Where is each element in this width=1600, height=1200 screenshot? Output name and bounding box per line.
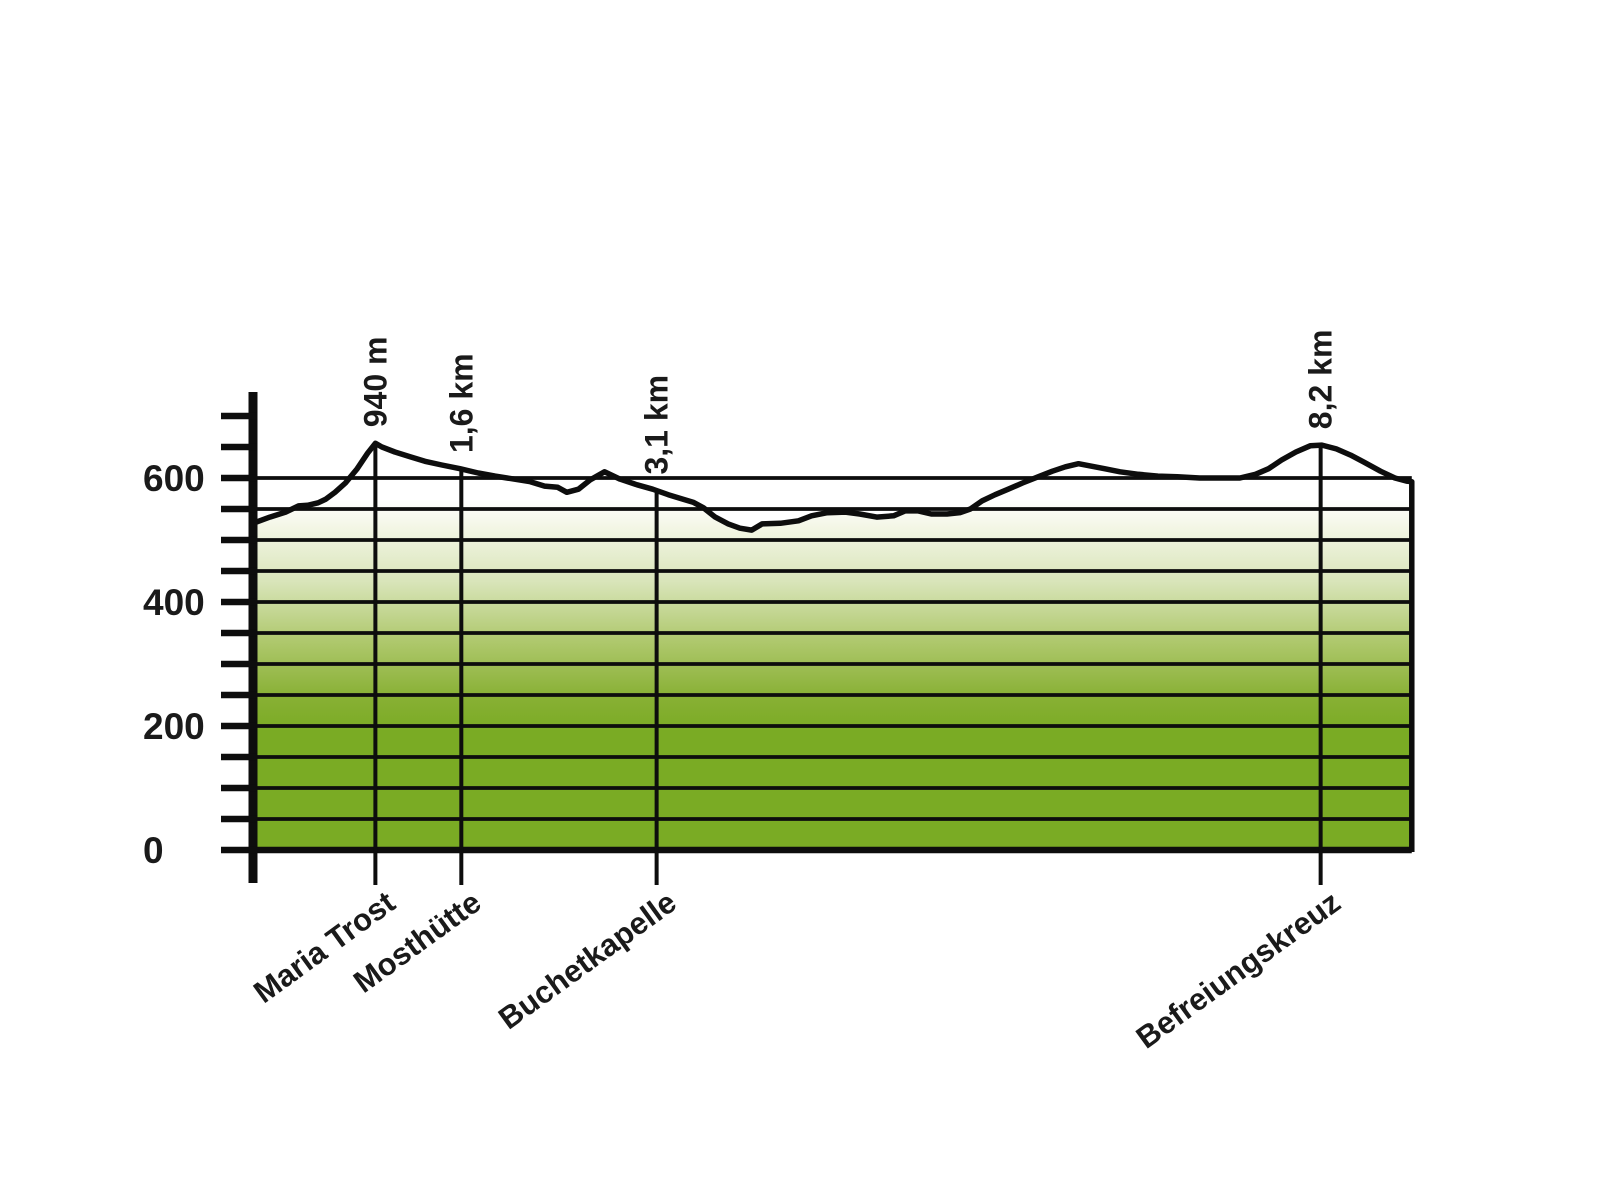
waypoint-distance-label: 8,2 km xyxy=(1303,330,1339,430)
waypoint-distance-label: 3,1 km xyxy=(639,375,675,475)
waypoint-distance-label: 940 m xyxy=(357,337,393,428)
y-axis-tick-label: 400 xyxy=(143,582,205,623)
profile-area-fill xyxy=(253,443,1412,850)
y-axis-tick-label: 200 xyxy=(143,706,205,747)
waypoint-name-label: Befreiungskreuz xyxy=(1130,884,1347,1055)
y-axis-tick-label: 600 xyxy=(143,458,205,499)
profile-line xyxy=(250,440,1415,533)
y-axis-tick-label: 0 xyxy=(143,830,164,871)
waypoint-name-label: Buchetkapelle xyxy=(492,884,683,1036)
waypoint-distance-label: 1,6 km xyxy=(443,353,479,453)
